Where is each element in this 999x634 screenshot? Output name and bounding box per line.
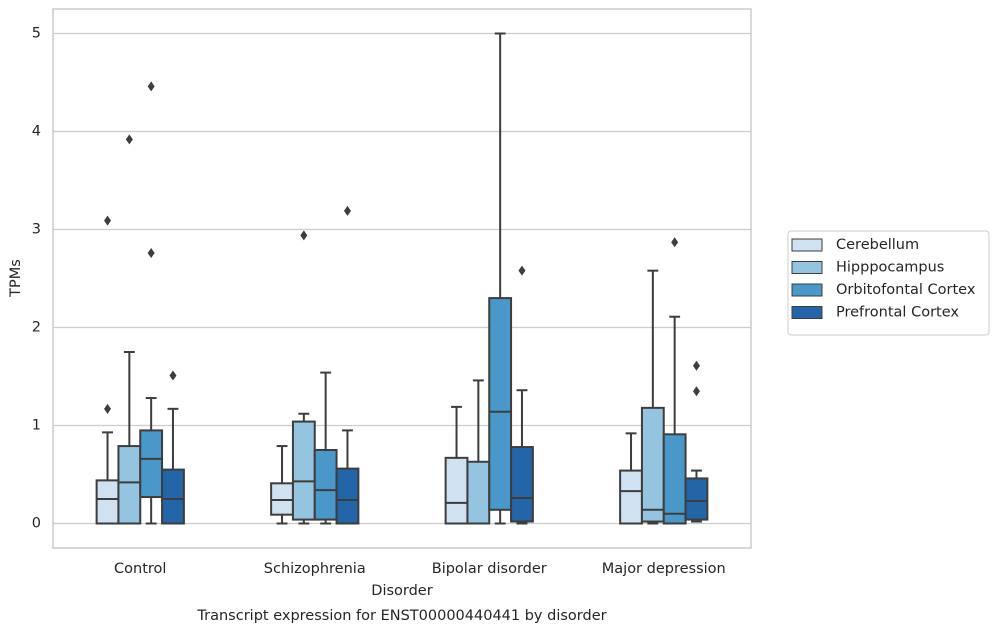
chart-title: Transcript expression for ENST0000044044… bbox=[196, 608, 606, 624]
box bbox=[139, 429, 164, 499]
box bbox=[510, 446, 534, 523]
box bbox=[117, 445, 142, 525]
outlier bbox=[343, 205, 351, 216]
box bbox=[662, 433, 687, 525]
box bbox=[619, 469, 643, 525]
outlier bbox=[147, 81, 155, 92]
legend-frame bbox=[787, 230, 990, 336]
box bbox=[444, 456, 469, 525]
outlier bbox=[692, 360, 700, 371]
outlier bbox=[518, 265, 526, 276]
legend-swatch bbox=[791, 238, 823, 252]
box bbox=[640, 406, 665, 523]
outlier bbox=[147, 248, 155, 259]
outlier bbox=[300, 230, 308, 241]
y-tick-label: 5 bbox=[32, 26, 41, 42]
legend-label: Orbitofontal Cortex bbox=[836, 282, 976, 298]
y-tick-label: 4 bbox=[32, 124, 41, 140]
y-tick-label: 1 bbox=[32, 418, 41, 434]
x-axis-label: Disorder bbox=[371, 583, 432, 599]
x-tick-label: Control bbox=[114, 561, 166, 577]
y-tick-label: 3 bbox=[32, 222, 41, 238]
y-tick-label: 2 bbox=[32, 320, 41, 336]
plot-frame bbox=[52, 8, 752, 549]
box bbox=[95, 479, 120, 525]
box bbox=[684, 477, 709, 521]
box bbox=[488, 297, 513, 511]
box bbox=[335, 467, 360, 525]
y-tick-label: 0 bbox=[32, 516, 41, 532]
x-tick-label: Schizophrenia bbox=[264, 561, 366, 577]
box bbox=[313, 449, 338, 521]
outlier bbox=[125, 134, 133, 145]
legend-swatch bbox=[791, 261, 823, 274]
legend-label: Cerebellum bbox=[836, 237, 919, 253]
outlier bbox=[692, 386, 700, 397]
outlier bbox=[104, 403, 112, 414]
x-tick-label: Bipolar disorder bbox=[432, 561, 547, 577]
legend-label: Prefrontal Cortex bbox=[836, 305, 959, 321]
box bbox=[291, 420, 316, 521]
outlier bbox=[671, 237, 679, 248]
outlier bbox=[169, 370, 177, 381]
outlier bbox=[104, 215, 112, 226]
legend-swatch bbox=[791, 283, 823, 297]
legend-swatch bbox=[791, 306, 823, 319]
y-axis-label: TPMs bbox=[8, 259, 24, 298]
x-tick-label: Major depression bbox=[602, 561, 726, 577]
box bbox=[161, 468, 185, 525]
legend-label: Hipppocampus bbox=[836, 260, 944, 276]
box bbox=[466, 460, 491, 525]
